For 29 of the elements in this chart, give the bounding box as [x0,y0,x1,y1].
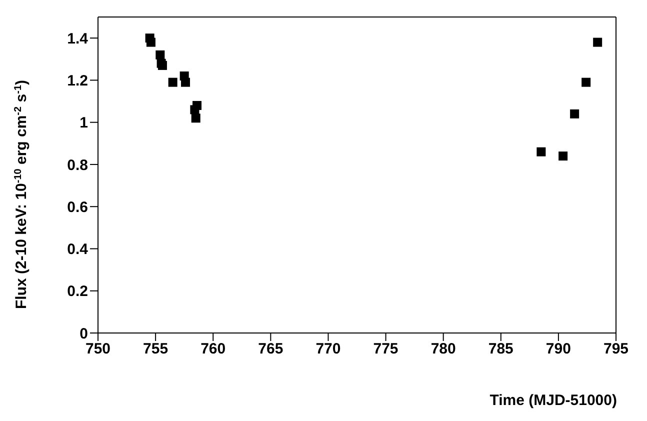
x-axis-title: Time (MJD-51000) [490,392,617,409]
x-tick-label: 780 [430,340,456,358]
point [582,78,591,87]
point [570,109,580,118]
x-tick-label: 790 [546,340,571,358]
point [536,147,546,156]
y-tick-label: 0.2 [67,283,88,300]
y-tick-label: 1.4 [67,30,89,48]
x-tick-label: 765 [258,340,284,358]
x-tick-label: 770 [316,340,341,358]
x-tick-label: 775 [373,340,398,358]
y-tick-label: 0.8 [67,156,88,174]
point [156,50,165,60]
point [558,152,568,161]
y-tick-label: 1.2 [67,72,88,90]
point [146,38,156,47]
point [191,114,200,123]
x-tick-label: 750 [85,340,111,358]
x-tick-label: 795 [603,340,629,358]
x-tick-label: 760 [200,340,226,358]
y-tick-label: 0 [80,325,88,342]
x-tick-label: 755 [143,340,168,358]
point [168,78,178,87]
point [180,78,190,87]
y-tick-label: 0.6 [67,198,88,216]
point [593,38,602,47]
x-tick-label: 785 [488,340,514,358]
y-tick-label: 1 [80,114,88,132]
y-tick-label: 0.4 [67,241,89,258]
